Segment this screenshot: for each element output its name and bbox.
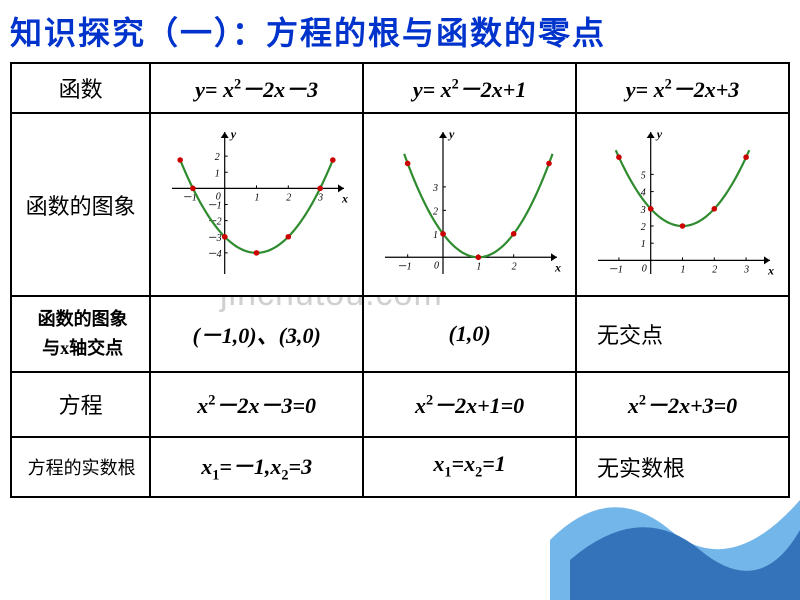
svg-text:y: y bbox=[655, 127, 663, 141]
label-roots: 方程的实数根 bbox=[11, 437, 150, 497]
cell-graph-2: xy0－112312345 bbox=[576, 113, 789, 296]
label-equation: 方程 bbox=[11, 372, 150, 437]
cell-func-0: y= x2－2x－3 bbox=[150, 63, 363, 113]
page-title: 知识探究（一）：方程的根与函数的零点 bbox=[0, 0, 800, 62]
svg-text:1: 1 bbox=[641, 239, 646, 250]
svg-text:2: 2 bbox=[712, 264, 717, 275]
svg-text:－1: －1 bbox=[207, 201, 222, 212]
svg-text:2: 2 bbox=[433, 206, 438, 217]
svg-text:1: 1 bbox=[476, 261, 481, 272]
svg-text:1: 1 bbox=[215, 168, 220, 179]
svg-text:0: 0 bbox=[434, 260, 439, 271]
label-xaxis: 函数的图象 与x轴交点 bbox=[11, 296, 150, 372]
cell-eq-2: x2－2x+3=0 bbox=[576, 372, 789, 437]
svg-text:2: 2 bbox=[512, 261, 517, 272]
cell-func-1: y= x2－2x+1 bbox=[363, 63, 576, 113]
svg-text:x: x bbox=[554, 260, 561, 274]
svg-text:3: 3 bbox=[432, 183, 438, 194]
cell-graph-1: x y 0 －1 1 2 1 2 3 bbox=[363, 113, 576, 296]
row-function: 函数 y= x2－2x－3 y= x2－2x+1 y= x2－2x+3 bbox=[11, 63, 789, 113]
row-roots: 方程的实数根 x1=－1,x2=3 x1=x2=1 无实数根 bbox=[11, 437, 789, 497]
cell-eq-0: x2－2x－3=0 bbox=[150, 372, 363, 437]
cell-xaxis-1: (1,0) bbox=[363, 296, 576, 372]
svg-text:－4: －4 bbox=[207, 249, 222, 260]
cell-func-2: y= x2－2x+3 bbox=[576, 63, 789, 113]
cell-roots-2: 无实数根 bbox=[576, 437, 789, 497]
svg-text:x: x bbox=[767, 263, 774, 277]
cell-eq-1: x2－2x+1=0 bbox=[363, 372, 576, 437]
row-xaxis-intersect: 函数的图象 与x轴交点 (－1,0)、(3,0) (1,0) 无交点 bbox=[11, 296, 789, 372]
svg-text:2: 2 bbox=[215, 152, 220, 163]
row-equation: 方程 x2－2x－3=0 x2－2x+1=0 x2－2x+3=0 bbox=[11, 372, 789, 437]
svg-text:－1: －1 bbox=[608, 264, 623, 275]
svg-text:1: 1 bbox=[433, 230, 438, 241]
cell-xaxis-0: (－1,0)、(3,0) bbox=[150, 296, 363, 372]
svg-text:1: 1 bbox=[681, 264, 686, 275]
label-function: 函数 bbox=[11, 63, 150, 113]
svg-text:x: x bbox=[341, 191, 348, 205]
svg-text:2: 2 bbox=[286, 192, 291, 203]
cell-graph-0: xy0－112312－1－2－3－4 bbox=[150, 113, 363, 296]
svg-text:－1: －1 bbox=[397, 261, 412, 272]
svg-text:3: 3 bbox=[640, 205, 646, 216]
svg-text:1: 1 bbox=[255, 192, 260, 203]
comparison-table: 函数 y= x2－2x－3 y= x2－2x+1 y= x2－2x+3 函数的图… bbox=[10, 62, 790, 498]
label-graph: 函数的图象 bbox=[11, 113, 150, 296]
svg-text:y: y bbox=[447, 127, 455, 141]
svg-text:0: 0 bbox=[642, 263, 647, 274]
cell-roots-0: x1=－1,x2=3 bbox=[150, 437, 363, 497]
svg-text:2: 2 bbox=[641, 222, 646, 233]
svg-text:－3: －3 bbox=[207, 233, 222, 244]
cell-roots-1: x1=x2=1 bbox=[363, 437, 576, 497]
svg-text:y: y bbox=[229, 127, 237, 141]
svg-text:3: 3 bbox=[743, 264, 749, 275]
svg-text:5: 5 bbox=[641, 170, 646, 181]
cell-xaxis-2: 无交点 bbox=[576, 296, 789, 372]
row-graph: 函数的图象 xy0－112312－1－2－3－4 xy0－112123 xy0－… bbox=[11, 113, 789, 296]
